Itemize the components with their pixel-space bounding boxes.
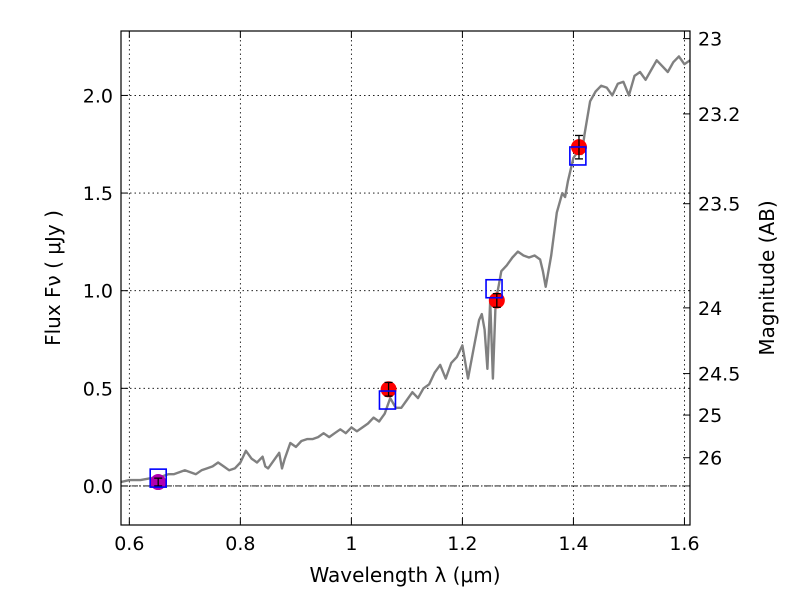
y2-tick-label: 24 xyxy=(698,298,722,320)
model-flux-square xyxy=(569,146,587,166)
x-axis-title: Wavelength λ (μm) xyxy=(309,563,500,587)
ticks: 0.6 0.8 1 1.2 1.4 1.6 0.0 0.5 1.0 1.5 2.0 23 23.2 23.… xyxy=(83,29,741,555)
spectrum-line xyxy=(120,55,691,484)
model-flux-square xyxy=(485,278,503,299)
y-tick-label: 0.5 xyxy=(83,378,113,400)
plot-frame xyxy=(120,30,691,526)
x-tick-label: 1.2 xyxy=(447,533,477,555)
x-tick-label: 0.6 xyxy=(114,533,144,555)
y2-tick-label: 23.2 xyxy=(698,104,740,126)
y-tick-label: 1.5 xyxy=(83,183,113,205)
y-tick-label: 2.0 xyxy=(83,85,113,107)
y2-tick-label: 26 xyxy=(698,448,722,470)
x-tick-label: 1.4 xyxy=(558,533,588,555)
x-tick-label: 1.6 xyxy=(669,533,699,555)
model-flux-square xyxy=(378,390,397,410)
grid xyxy=(121,31,690,525)
x-tick-label: 1 xyxy=(345,533,357,555)
points-layer xyxy=(149,134,587,491)
y-axis-title: Flux Fν ( μJy ) xyxy=(41,210,65,346)
spectrum-layer xyxy=(120,55,691,484)
y2-tick-label: 24.5 xyxy=(698,364,740,386)
x-tick-label: 0.8 xyxy=(225,533,255,555)
y2-axis-title: Magnitude (AB) xyxy=(755,200,779,355)
y2-tick-label: 23.5 xyxy=(698,194,740,216)
y2-tick-label: 25 xyxy=(698,405,722,427)
y-tick-label: 0.0 xyxy=(83,476,113,498)
y-tick-label: 1.0 xyxy=(83,281,113,303)
model-flux-square xyxy=(149,468,167,488)
y2-tick-label: 23 xyxy=(698,29,722,51)
